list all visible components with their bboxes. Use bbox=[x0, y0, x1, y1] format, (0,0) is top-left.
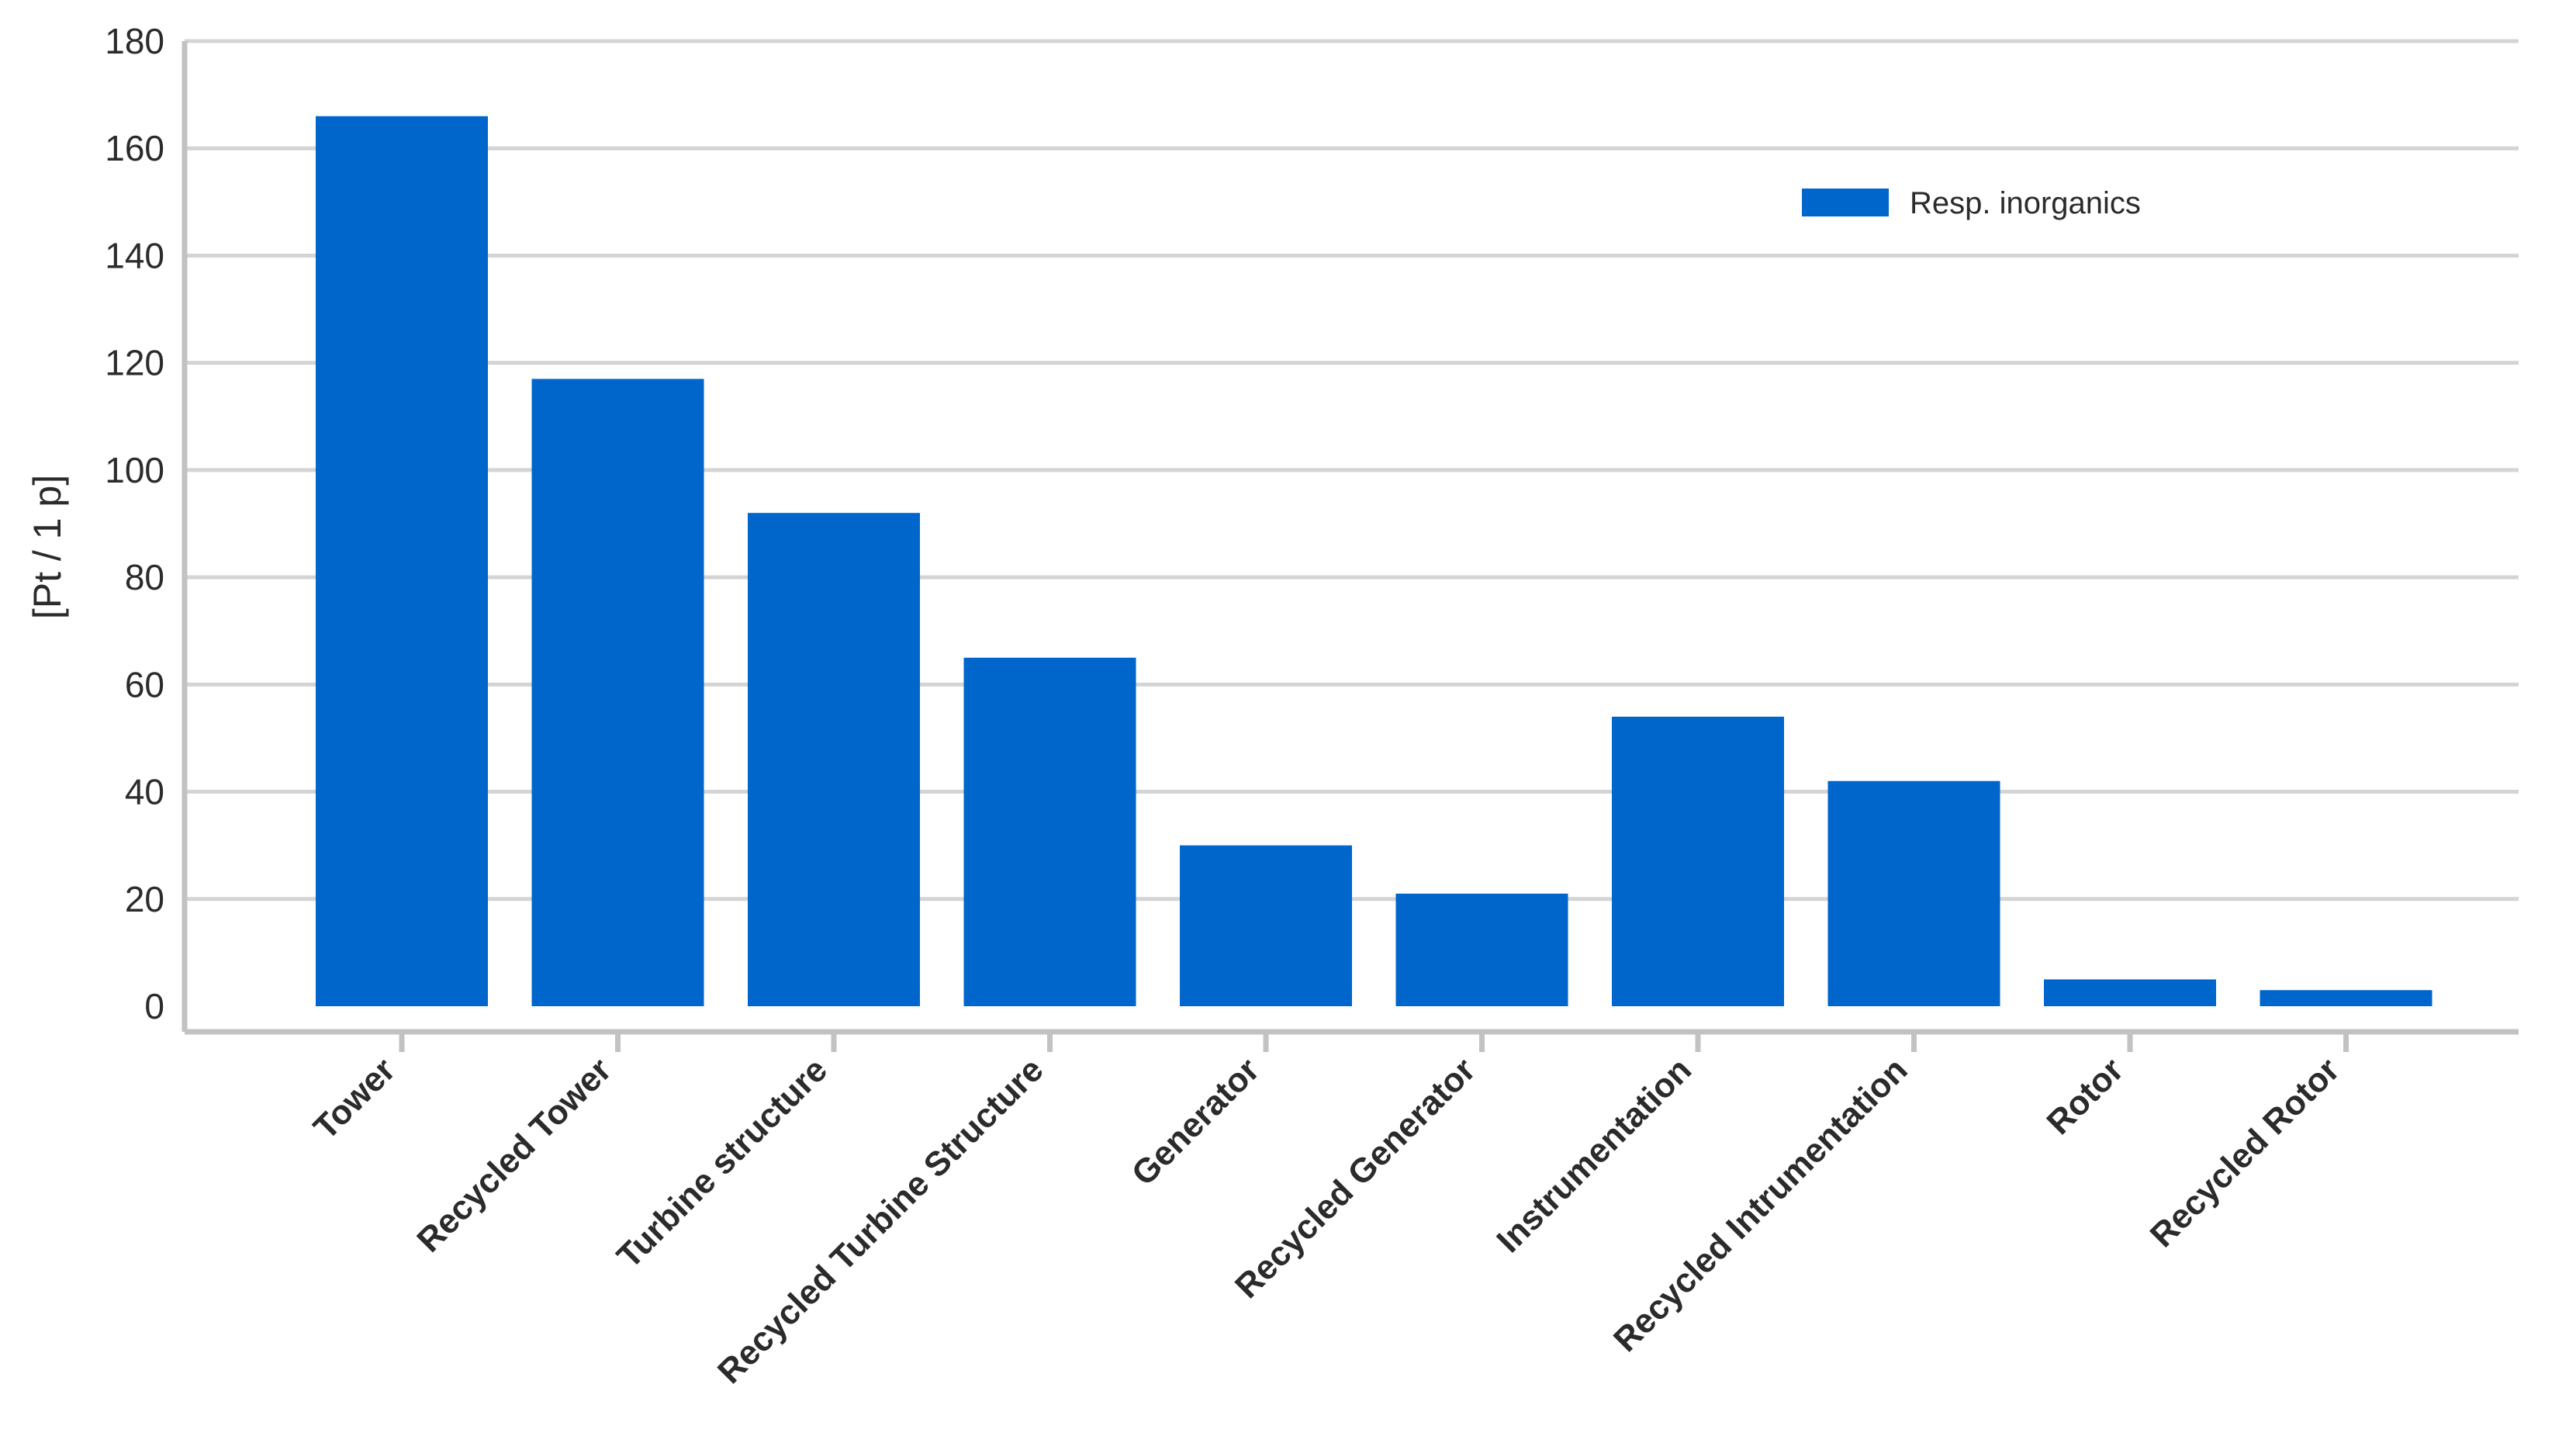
y-tick-label: 100 bbox=[105, 450, 164, 490]
bar bbox=[748, 513, 920, 1006]
legend: Resp. inorganics bbox=[1802, 186, 2141, 220]
y-tick-label: 40 bbox=[125, 772, 164, 812]
y-tick-label: 60 bbox=[125, 664, 164, 704]
y-tick-label: 120 bbox=[105, 343, 164, 383]
x-tick-label: Recycled Generator bbox=[1228, 1050, 1483, 1306]
bar bbox=[1827, 780, 2000, 1006]
bar bbox=[316, 116, 488, 1006]
y-tick-label: 0 bbox=[144, 986, 164, 1026]
y-tick-label: 160 bbox=[105, 128, 164, 168]
bar bbox=[531, 379, 704, 1006]
x-tick-label: Recycled Tower bbox=[410, 1050, 618, 1259]
bar bbox=[1180, 845, 1352, 1006]
y-tick-label: 140 bbox=[105, 235, 164, 275]
x-tick-label: Rotor bbox=[2039, 1050, 2131, 1142]
bar bbox=[963, 657, 1136, 1006]
x-tick-label: Instrumentation bbox=[1489, 1050, 1699, 1260]
x-tick-label: Tower bbox=[306, 1050, 403, 1147]
bars bbox=[316, 116, 2433, 1006]
bar bbox=[1612, 716, 1784, 1006]
y-tick-label: 80 bbox=[125, 557, 164, 597]
bar bbox=[2260, 990, 2433, 1006]
bar bbox=[1395, 893, 1568, 1006]
x-tick-label: Turbine structure bbox=[610, 1050, 835, 1275]
legend-label: Resp. inorganics bbox=[1910, 186, 2141, 220]
bar bbox=[2044, 979, 2216, 1006]
y-axis-title: [Pt / 1 p] bbox=[26, 475, 69, 619]
x-tick-label: Recycled Rotor bbox=[2143, 1050, 2347, 1254]
y-tick-label: 20 bbox=[125, 879, 164, 919]
y-axis-tick-labels: 0 20 40 60 80 100 120 140 160 180 bbox=[105, 21, 164, 1026]
x-tick-label: Generator bbox=[1125, 1050, 1267, 1192]
y-tick-label: 180 bbox=[105, 21, 164, 61]
axes bbox=[182, 41, 2519, 1052]
legend-swatch bbox=[1802, 189, 1889, 216]
